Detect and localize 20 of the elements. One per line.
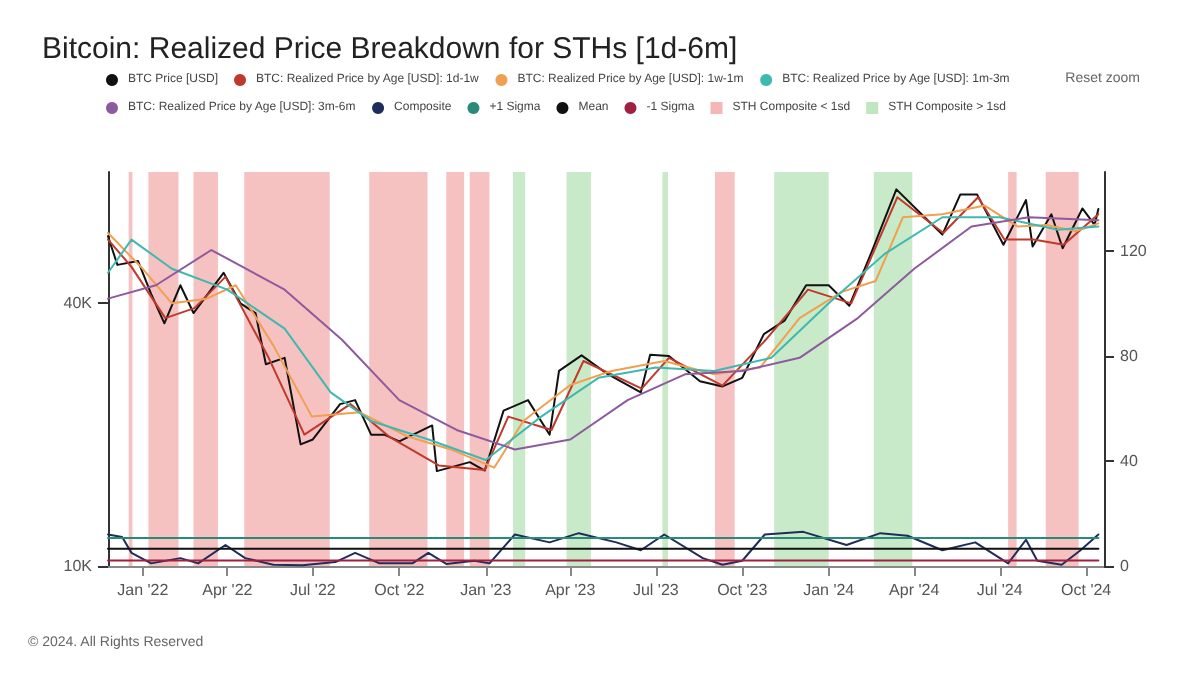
x-tick-label: Oct '24 bbox=[1061, 581, 1113, 599]
x-tick-label: Jul '24 bbox=[976, 581, 1024, 599]
y2-tick-label: 0 bbox=[1120, 557, 1130, 575]
y2-tick-label: 120 bbox=[1120, 241, 1148, 260]
y-tick-label: 40K bbox=[63, 294, 94, 313]
x-tick-label: Jul '22 bbox=[289, 581, 337, 599]
chart-title: Bitcoin: Realized Price Breakdown for STHs [1d-6m] bbox=[42, 32, 738, 66]
x-tick-label: Oct '22 bbox=[374, 581, 426, 599]
x-tick-label: Jul '23 bbox=[632, 581, 680, 599]
x-tick-label: Oct '23 bbox=[717, 581, 769, 599]
x-tick-label: Apr '24 bbox=[889, 581, 941, 599]
x-tick-label: Jan '23 bbox=[460, 581, 513, 599]
x-tick-label: Apr '22 bbox=[202, 581, 254, 599]
x-tick-label: Jan '24 bbox=[803, 581, 856, 599]
x-tick-label: Apr '23 bbox=[545, 581, 597, 599]
line-series bbox=[107, 530, 1100, 567]
y-tick-label: 10K bbox=[63, 557, 94, 575]
y2-tick-label: 40 bbox=[1120, 451, 1139, 470]
y2-tick-label: 80 bbox=[1120, 346, 1139, 365]
x-tick-label: Jan '22 bbox=[117, 581, 170, 599]
